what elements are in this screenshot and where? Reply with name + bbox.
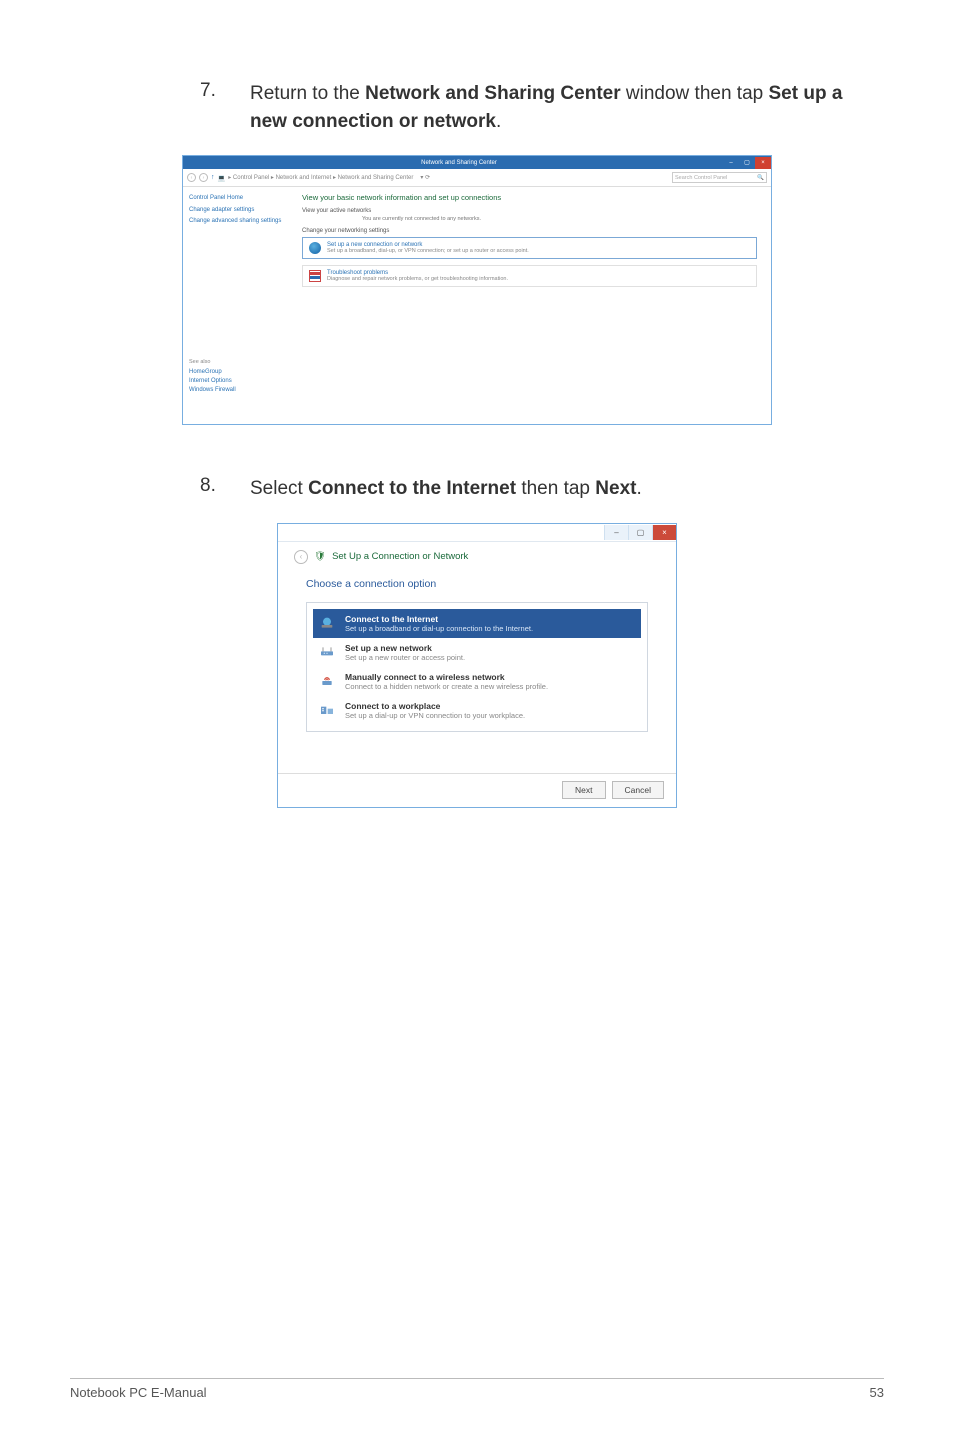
search-input[interactable]: Search Control Panel 🔍 [672, 172, 767, 183]
wizard-back-icon[interactable]: ‹ [294, 550, 308, 564]
opt2-desc: Set up a new router or access point. [345, 653, 637, 662]
workplace-icon [317, 701, 337, 719]
win2-minimize-button[interactable]: – [604, 525, 628, 540]
opt4-title: Connect to a workplace [345, 701, 637, 711]
opt1-title: Connect to the Internet [345, 614, 637, 624]
footer-page-number: 53 [870, 1385, 884, 1400]
network-sharing-center-window: Network and Sharing Center – ▢ × ‹ › ↑ 💻… [182, 155, 772, 425]
win2-close-button[interactable]: × [652, 525, 676, 540]
nav-forward-icon[interactable]: › [199, 173, 208, 182]
step7-t2: window then tap [621, 83, 769, 104]
nav-back-icon[interactable]: ‹ [187, 173, 196, 182]
minimize-button[interactable]: – [723, 157, 739, 169]
step-8: 8. Select Connect to the Internet then t… [70, 475, 884, 503]
win1-body: Control Panel Home Change adapter settin… [183, 187, 771, 424]
opt4-desc: Set up a dial-up or VPN connection to yo… [345, 711, 637, 720]
win2-maximize-button[interactable]: ▢ [628, 525, 652, 540]
step8-t2: then tap [516, 478, 595, 499]
change-settings-label: Change your networking settings [302, 228, 757, 234]
breadcrumb-network-icon: 💻 [218, 174, 226, 182]
win2-title: Set Up a Connection or Network [332, 551, 468, 562]
win1-main: View your basic network information and … [298, 187, 771, 424]
win2-controls: – ▢ × [604, 525, 676, 540]
step-7: 7. Return to the Network and Sharing Cen… [70, 80, 884, 135]
next-button[interactable]: Next [562, 781, 605, 799]
step8-t3: . [636, 478, 641, 499]
win1-titlebar: Network and Sharing Center – ▢ × [183, 156, 771, 169]
option-workplace[interactable]: Connect to a workplace Set up a dial-up … [313, 696, 641, 725]
troubleshoot-icon [309, 270, 321, 282]
close-button[interactable]: × [755, 157, 771, 169]
setup-connection-box[interactable]: Set up a new connection or network Set u… [302, 237, 757, 259]
win1-sidebar: Control Panel Home Change adapter settin… [183, 187, 298, 424]
win2-header: ‹ 🛡 Set Up a Connection or Network [278, 542, 676, 564]
footer-left: Notebook PC E-Manual [70, 1385, 207, 1400]
win1-navbar: ‹ › ↑ 💻 ▸ Control Panel ▸ Network and In… [183, 169, 771, 187]
step7-b1: Network and Sharing Center [365, 83, 621, 104]
step8-b2: Next [595, 478, 636, 499]
network-icon [185, 158, 195, 168]
wizard-heading: Choose a connection option [278, 564, 676, 596]
step8-b1: Connect to the Internet [308, 478, 516, 499]
troubleshoot-box[interactable]: Troubleshoot problems Diagnose and repai… [302, 265, 757, 287]
cancel-button[interactable]: Cancel [612, 781, 664, 799]
active-networks-label: View your active networks [302, 208, 757, 214]
setup-connection-desc: Set up a broadband, dial-up, or VPN conn… [327, 248, 750, 254]
breadcrumb[interactable]: ▸ Control Panel ▸ Network and Internet ▸… [228, 174, 413, 181]
sidebar-home[interactable]: Control Panel Home [189, 195, 292, 201]
win2-titlebar: – ▢ × [278, 524, 676, 542]
search-icon: 🔍 [757, 175, 764, 181]
troubleshoot-desc: Diagnose and repair network problems, or… [327, 276, 750, 282]
opt3-desc: Connect to a hidden network or create a … [345, 682, 637, 691]
option-wireless[interactable]: Manually connect to a wireless network C… [313, 667, 641, 696]
router-icon [317, 643, 337, 661]
maximize-button[interactable]: ▢ [739, 157, 755, 169]
see-also-firewall[interactable]: Windows Firewall [189, 387, 292, 393]
opt2-title: Set up a new network [345, 643, 637, 653]
wireless-icon [317, 672, 337, 690]
step-8-text: Select Connect to the Internet then tap … [250, 475, 884, 503]
wizard-footer: Next Cancel [278, 773, 676, 807]
search-placeholder: Search Control Panel [675, 175, 727, 181]
win1-title: Network and Sharing Center [195, 160, 723, 166]
setup-connection-wizard: – ▢ × ‹ 🛡 Set Up a Connection or Network… [277, 523, 677, 808]
breadcrumb-chevron-icon: ▾ ⟳ [420, 174, 430, 181]
window-controls: – ▢ × [723, 157, 771, 169]
see-also-homegroup[interactable]: HomeGroup [189, 369, 292, 375]
opt3-title: Manually connect to a wireless network [345, 672, 637, 682]
opt1-desc: Set up a broadband or dial-up connection… [345, 624, 637, 633]
connection-options-list: Connect to the Internet Set up a broadba… [306, 602, 648, 732]
nav-up-icon[interactable]: ↑ [211, 174, 215, 181]
step-7-number: 7. [70, 80, 250, 135]
sidebar-sharing-link[interactable]: Change advanced sharing settings [189, 218, 292, 224]
step7-t3: . [496, 111, 501, 132]
internet-globe-icon [317, 614, 337, 632]
step7-t1: Return to the [250, 83, 365, 104]
option-connect-internet[interactable]: Connect to the Internet Set up a broadba… [313, 609, 641, 638]
wizard-shield-icon: 🛡 [314, 551, 326, 562]
step-8-number: 8. [70, 475, 250, 503]
see-also: See also HomeGroup Internet Options Wind… [189, 359, 292, 393]
step-7-text: Return to the Network and Sharing Center… [250, 80, 884, 135]
page-footer: Notebook PC E-Manual 53 [70, 1378, 884, 1400]
no-network-text: You are currently not connected to any n… [302, 216, 757, 222]
globe-icon [309, 242, 321, 254]
see-also-internet-options[interactable]: Internet Options [189, 378, 292, 384]
option-new-network[interactable]: Set up a new network Set up a new router… [313, 638, 641, 667]
sidebar-adapter-link[interactable]: Change adapter settings [189, 207, 292, 213]
see-also-header: See also [189, 359, 292, 365]
step8-t1: Select [250, 478, 308, 499]
main-heading: View your basic network information and … [302, 193, 757, 202]
